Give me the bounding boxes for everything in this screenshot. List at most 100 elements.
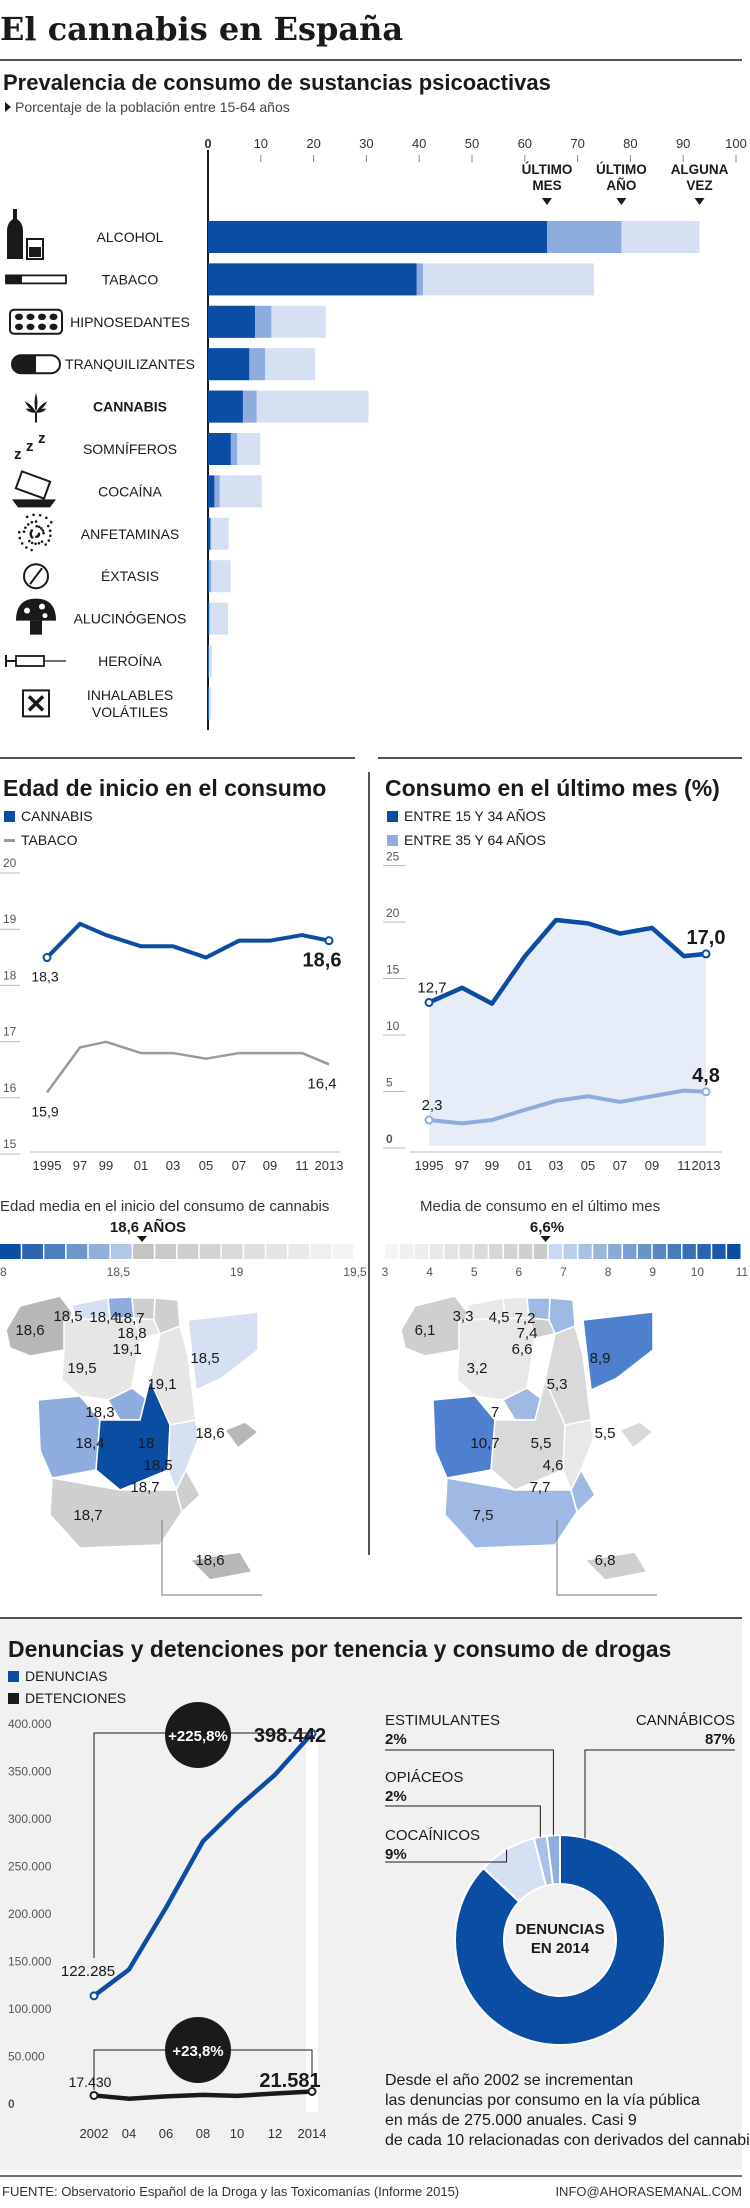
scale-swatch (504, 1244, 518, 1259)
slice-pct-label: 87% (705, 1731, 735, 1748)
x-tick-label: 2013 (692, 1158, 721, 1173)
category-label: ANFETAMINAS (81, 526, 180, 542)
scale-swatch (712, 1244, 726, 1259)
legend-label-cannabis: CANNABIS (21, 808, 93, 824)
endpoint-marker (324, 936, 334, 946)
y-tick-label: 0 (8, 2097, 15, 2111)
bar (208, 305, 255, 338)
speck (30, 521, 34, 524)
scale-swatch (199, 1244, 221, 1259)
series-label: ALGUNA (671, 162, 729, 177)
map-right-title: Media de consumo en el último mes (420, 1198, 660, 1215)
publisher-credit: INFO@AHORASEMANAL.COM (555, 2184, 742, 2199)
series-line (93, 2089, 313, 2101)
region-value-label: 3,3 (453, 1308, 474, 1325)
bar (208, 433, 231, 465)
series-marker-triangle (541, 198, 552, 205)
page-title: El cannabis en España (0, 10, 403, 48)
speck (40, 540, 44, 543)
region-value-label: 18 (138, 1435, 155, 1452)
speck (44, 543, 48, 546)
denuncias-note: Desde el año 2002 se incrementan las den… (385, 2072, 750, 2149)
scale-tick-label: 19 (230, 1265, 244, 1279)
y-tick-label: 0 (386, 1132, 393, 1146)
first-value-label: 18,3 (31, 969, 58, 985)
series-line (92, 1731, 314, 1998)
x-tick-label: 99 (485, 1158, 499, 1173)
endpoint-marker (424, 1115, 434, 1125)
region-value-label: 8,9 (590, 1350, 611, 1367)
mushroom-icon (16, 598, 56, 635)
bar-row: ANFETAMINAS (17, 513, 229, 552)
category-label: ALCOHOL (97, 229, 164, 245)
region-value-label: 18,7 (73, 1507, 102, 1524)
speck (27, 539, 31, 543)
y-tick-label: 350.000 (8, 1765, 52, 1779)
growth-badge (165, 2017, 231, 2083)
bottle (7, 209, 23, 259)
x-tick-label: 12 (268, 2126, 282, 2141)
speck (35, 524, 38, 528)
powder-burst-icon (17, 513, 53, 552)
speck (18, 536, 22, 540)
slash (29, 567, 43, 585)
region-value-label: 18,3 (85, 1404, 114, 1421)
y-tick-label: 16 (3, 1081, 17, 1095)
y-tick-label: 18 (3, 968, 17, 982)
bar-row: HEROÍNA (5, 645, 212, 677)
scale-swatch (44, 1244, 66, 1259)
scale-swatch (578, 1244, 592, 1259)
pill-blister-icon (9, 308, 63, 335)
speck (32, 513, 35, 517)
scale-swatch (110, 1244, 132, 1259)
axis-tick-label: 20 (306, 136, 320, 151)
region-value-label: 10,7 (470, 1435, 499, 1452)
series-label: VEZ (686, 178, 712, 193)
pill (26, 323, 35, 330)
legend-label-denuncias: DENUNCIAS (25, 1668, 107, 1684)
axis-tick-label: 0 (204, 136, 211, 151)
last-value-label: 21.581 (259, 2070, 320, 2092)
category-label: HEROÍNA (98, 653, 162, 669)
scale-tick-label: 9 (649, 1265, 656, 1279)
powder-line (12, 499, 56, 508)
legend-label-tabaco: TABACO (21, 832, 78, 848)
axis-tick-label: 30 (359, 136, 373, 151)
first-value-label: 122.285 (61, 1963, 115, 1980)
category-label: ÉXTASIS (101, 568, 159, 584)
y-tick-label: 15 (3, 1137, 17, 1151)
spot (42, 613, 48, 619)
x-tick-label: 01 (518, 1158, 532, 1173)
pill (38, 323, 46, 330)
scale-swatch (682, 1244, 696, 1259)
region-value-label: 6,6 (512, 1341, 533, 1358)
scale-marker (540, 1236, 551, 1242)
bar (208, 348, 250, 381)
speck (30, 529, 34, 532)
bar-row: ALCOHOL (7, 209, 700, 260)
leaflet (36, 401, 48, 413)
category-label: TABACO (102, 271, 159, 287)
scale-swatch (310, 1244, 332, 1259)
scale-swatch (652, 1244, 667, 1259)
speck (48, 529, 52, 532)
series-line (428, 1088, 707, 1126)
scale-swatch (66, 1244, 88, 1259)
last-value-label: 398.442 (254, 1725, 326, 1747)
slice-pct-label: 9% (385, 1846, 407, 1863)
region-value-label: 18,6 (195, 1425, 224, 1442)
speck (37, 541, 41, 545)
scale-swatch (385, 1244, 399, 1259)
spot (24, 607, 30, 614)
x-tick-label: 04 (122, 2126, 136, 2141)
donut-slice (454, 1833, 666, 2046)
region-value-label: 6,8 (595, 1552, 616, 1569)
legend-swatch-cannabis (4, 811, 15, 822)
scale-swatch (623, 1244, 637, 1259)
region-value-label: 18,6 (15, 1322, 44, 1339)
speck (46, 524, 50, 528)
region-shape (188, 1551, 254, 1581)
scale-tick-label: 18,5 (107, 1265, 131, 1279)
